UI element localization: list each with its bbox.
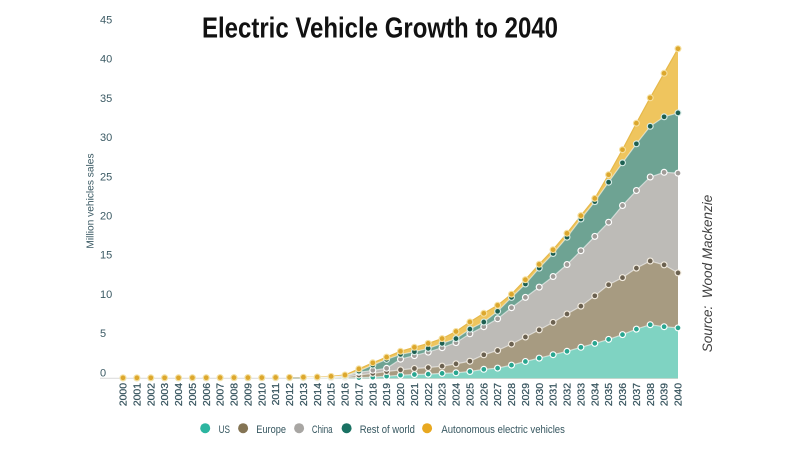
svg-text:2006: 2006 — [202, 383, 213, 406]
svg-text:2033: 2033 — [577, 383, 588, 406]
svg-text:2009: 2009 — [244, 383, 255, 406]
svg-text:2038: 2038 — [646, 383, 657, 406]
svg-text:2005: 2005 — [188, 383, 199, 406]
svg-text:45: 45 — [100, 15, 112, 27]
svg-text:2000: 2000 — [119, 383, 130, 406]
svg-text:2002: 2002 — [146, 383, 157, 406]
svg-text:25: 25 — [100, 171, 112, 183]
svg-text:2020: 2020 — [396, 383, 407, 406]
svg-text:2030: 2030 — [535, 383, 546, 406]
svg-text:Electric Vehicle Growth to 204: Electric Vehicle Growth to 2040 — [202, 13, 558, 45]
svg-text:US: US — [219, 424, 230, 436]
svg-text:2019: 2019 — [382, 383, 393, 406]
svg-text:2008: 2008 — [230, 383, 241, 406]
svg-text:2018: 2018 — [368, 383, 379, 406]
svg-text:2011: 2011 — [271, 383, 282, 406]
svg-text:2031: 2031 — [549, 383, 560, 406]
svg-text:2015: 2015 — [327, 383, 338, 406]
svg-text:Million vehicles sales: Million vehicles sales — [86, 153, 97, 248]
svg-text:2027: 2027 — [493, 383, 504, 406]
svg-text:2029: 2029 — [521, 383, 532, 406]
svg-text:Rest of world: Rest of world — [360, 424, 415, 436]
svg-text:2028: 2028 — [507, 383, 518, 406]
svg-text:0: 0 — [100, 367, 106, 379]
svg-text:Source: Wood Mackenzie: Source: Wood Mackenzie — [700, 195, 715, 353]
svg-text:2026: 2026 — [479, 383, 490, 406]
svg-text:2022: 2022 — [424, 383, 435, 406]
svg-text:2039: 2039 — [660, 383, 671, 406]
svg-text:China: China — [312, 424, 333, 436]
svg-text:2034: 2034 — [590, 383, 601, 406]
svg-text:2017: 2017 — [355, 383, 366, 406]
svg-text:2040: 2040 — [674, 383, 685, 406]
svg-text:15: 15 — [100, 250, 112, 262]
svg-text:2032: 2032 — [563, 383, 574, 406]
svg-text:2004: 2004 — [174, 383, 185, 406]
svg-text:2007: 2007 — [216, 383, 227, 406]
svg-text:20: 20 — [100, 211, 112, 223]
svg-text:10: 10 — [100, 289, 112, 301]
svg-text:2003: 2003 — [160, 383, 171, 406]
svg-text:40: 40 — [100, 54, 112, 66]
svg-text:2012: 2012 — [285, 383, 296, 406]
svg-text:2001: 2001 — [133, 383, 144, 406]
svg-text:30: 30 — [100, 132, 112, 144]
svg-text:2016: 2016 — [341, 383, 352, 406]
svg-text:2035: 2035 — [604, 383, 615, 406]
svg-text:2013: 2013 — [299, 383, 310, 406]
svg-text:2024: 2024 — [452, 383, 463, 406]
svg-text:2037: 2037 — [632, 383, 643, 406]
svg-text:2010: 2010 — [257, 383, 268, 406]
svg-text:2023: 2023 — [438, 383, 449, 406]
svg-text:2014: 2014 — [313, 383, 324, 406]
svg-text:Autonomous electric vehicles: Autonomous electric vehicles — [441, 424, 565, 436]
svg-text:35: 35 — [100, 93, 112, 105]
svg-text:2021: 2021 — [410, 383, 421, 406]
svg-text:Europe: Europe — [256, 424, 286, 436]
svg-text:2036: 2036 — [618, 383, 629, 406]
svg-text:2025: 2025 — [466, 383, 477, 406]
svg-text:5: 5 — [100, 328, 106, 340]
